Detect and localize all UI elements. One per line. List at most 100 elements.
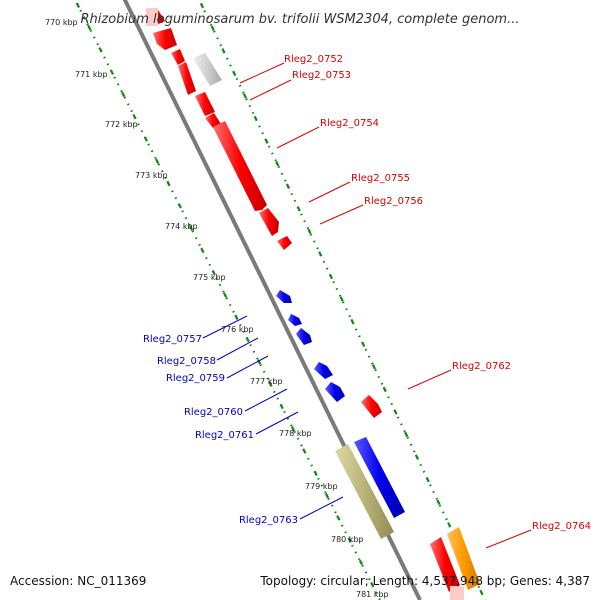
gene-feature-forward[interactable] bbox=[153, 28, 177, 50]
track-dash bbox=[324, 492, 330, 499]
track-dash bbox=[268, 381, 273, 387]
kbp-tick-label: 771 kbp bbox=[75, 70, 108, 79]
track-dash bbox=[121, 91, 126, 98]
kbp-tick-label: 775 kbp bbox=[193, 273, 226, 282]
gene-label-forward[interactable]: Rleg2_0754 bbox=[320, 118, 379, 129]
track-dash bbox=[279, 403, 284, 410]
gene-label-forward[interactable]: Rleg2_0752 bbox=[284, 54, 343, 65]
track-dash bbox=[211, 269, 216, 276]
track-dash bbox=[75, 2, 81, 8]
gene-feature-forward[interactable] bbox=[277, 236, 292, 250]
track-dashes bbox=[75, 2, 484, 596]
gene-label-forward[interactable]: Rleg2_0764 bbox=[532, 521, 591, 532]
kbp-tick-label: 780 kbp bbox=[331, 535, 364, 544]
track-dash bbox=[242, 93, 248, 99]
track-dash bbox=[336, 515, 341, 521]
gene-feature-forward[interactable] bbox=[430, 537, 460, 592]
track-dash bbox=[302, 448, 307, 454]
track-dash bbox=[290, 425, 296, 432]
accession-label: Accession: NC_011369 bbox=[10, 574, 147, 588]
track-dash bbox=[245, 336, 250, 343]
kbp-tick-label: 772 kbp bbox=[105, 120, 138, 129]
label-leaders-forward bbox=[239, 62, 532, 549]
track-dash bbox=[436, 499, 441, 505]
gene-label-reverse[interactable]: Rleg2_0761 bbox=[195, 430, 254, 441]
track-dash bbox=[188, 225, 194, 231]
clip-marker bbox=[146, 8, 158, 26]
track-dash bbox=[479, 589, 484, 596]
gene-feature-other[interactable] bbox=[447, 527, 480, 590]
gene-label-reverse[interactable]: Rleg2_0760 bbox=[184, 407, 243, 418]
track-dash bbox=[221, 48, 226, 54]
track-dash bbox=[177, 203, 182, 209]
gene-label-forward[interactable]: Rleg2_0756 bbox=[364, 196, 423, 207]
gene-feature-reverse[interactable] bbox=[354, 437, 405, 518]
kbp-tick-label: 781 kbp bbox=[356, 590, 389, 599]
inner-dotted-track bbox=[74, 0, 381, 600]
track-dash bbox=[313, 470, 318, 477]
track-dash bbox=[285, 183, 291, 189]
map-title: Rhizobium leguminosarum bv. trifolii WSM… bbox=[81, 12, 520, 27]
gene-label-reverse[interactable]: Rleg2_0757 bbox=[143, 334, 202, 345]
track-dash bbox=[318, 251, 323, 257]
gene-feature-reverse[interactable] bbox=[288, 314, 302, 326]
gene-feature-forward[interactable] bbox=[171, 49, 185, 65]
gene-feature-forward[interactable] bbox=[178, 62, 196, 95]
track-dash bbox=[232, 70, 237, 77]
gene-label-forward[interactable]: Rleg2_0755 bbox=[351, 173, 410, 184]
track-dash bbox=[87, 24, 92, 31]
track-dash bbox=[109, 69, 114, 75]
track-dash bbox=[222, 292, 228, 298]
track-dash bbox=[307, 228, 312, 235]
track-dash bbox=[371, 364, 377, 370]
track-dash bbox=[275, 160, 280, 167]
track-dash bbox=[234, 314, 239, 320]
track-dash bbox=[404, 431, 409, 438]
gene-feature-forward[interactable] bbox=[205, 113, 221, 128]
gene-feature-reverse[interactable] bbox=[276, 290, 292, 303]
kbp-tick-label: 773 kbp bbox=[135, 171, 168, 180]
track-dash bbox=[155, 158, 160, 164]
gene-label-forward[interactable]: Rleg2_0753 bbox=[292, 70, 351, 81]
track-dash bbox=[296, 206, 301, 212]
track-dash bbox=[98, 47, 103, 53]
gene-feature-reverse[interactable] bbox=[314, 362, 333, 379]
gene-feature-pseudo[interactable] bbox=[193, 53, 222, 86]
gene-feature-forward[interactable] bbox=[361, 395, 382, 418]
gene-label-reverse[interactable]: Rleg2_0758 bbox=[157, 356, 216, 367]
track-dash bbox=[200, 247, 205, 254]
gene-feature-reverse[interactable] bbox=[296, 328, 312, 345]
gene-feature-forward[interactable] bbox=[259, 208, 279, 236]
kbp-tick-label: 776 kbp bbox=[221, 325, 254, 334]
track-dash bbox=[339, 296, 344, 302]
track-dash bbox=[414, 454, 420, 460]
label-leaders-reverse bbox=[202, 315, 344, 520]
track-dash bbox=[425, 476, 430, 483]
track-dash bbox=[143, 136, 148, 142]
genome-summary: Topology: circular; Length: 4,537,948 bp… bbox=[260, 574, 590, 588]
track-dash bbox=[393, 409, 398, 415]
gene-feature-rna[interactable] bbox=[335, 444, 394, 539]
kbp-tick-label: 770 kbp bbox=[45, 18, 78, 27]
track-dash bbox=[347, 537, 352, 543]
gene-feature-reverse[interactable] bbox=[325, 382, 345, 402]
gene-label-reverse[interactable]: Rleg2_0759 bbox=[166, 373, 225, 384]
gene-feature-forward[interactable] bbox=[195, 92, 215, 116]
track-dash bbox=[370, 582, 375, 588]
gene-label-forward[interactable]: Rleg2_0762 bbox=[452, 361, 511, 372]
track-dash bbox=[264, 138, 269, 144]
outer-dotted-track bbox=[198, 0, 486, 600]
kbp-tick-label: 777 kbp bbox=[250, 377, 283, 386]
track-dash bbox=[256, 359, 262, 365]
track-dash bbox=[358, 559, 364, 566]
gene-label-reverse[interactable]: Rleg2_0763 bbox=[239, 515, 298, 526]
kbp-tick-label: 778 kbp bbox=[279, 429, 312, 438]
kbp-tick-label: 774 kbp bbox=[165, 222, 198, 231]
track-dash bbox=[447, 522, 452, 528]
track-dash bbox=[199, 2, 205, 9]
track-dash bbox=[210, 25, 215, 31]
gene-feature-forward[interactable] bbox=[213, 121, 267, 211]
track-dash bbox=[166, 180, 171, 187]
track-dash bbox=[132, 113, 137, 120]
